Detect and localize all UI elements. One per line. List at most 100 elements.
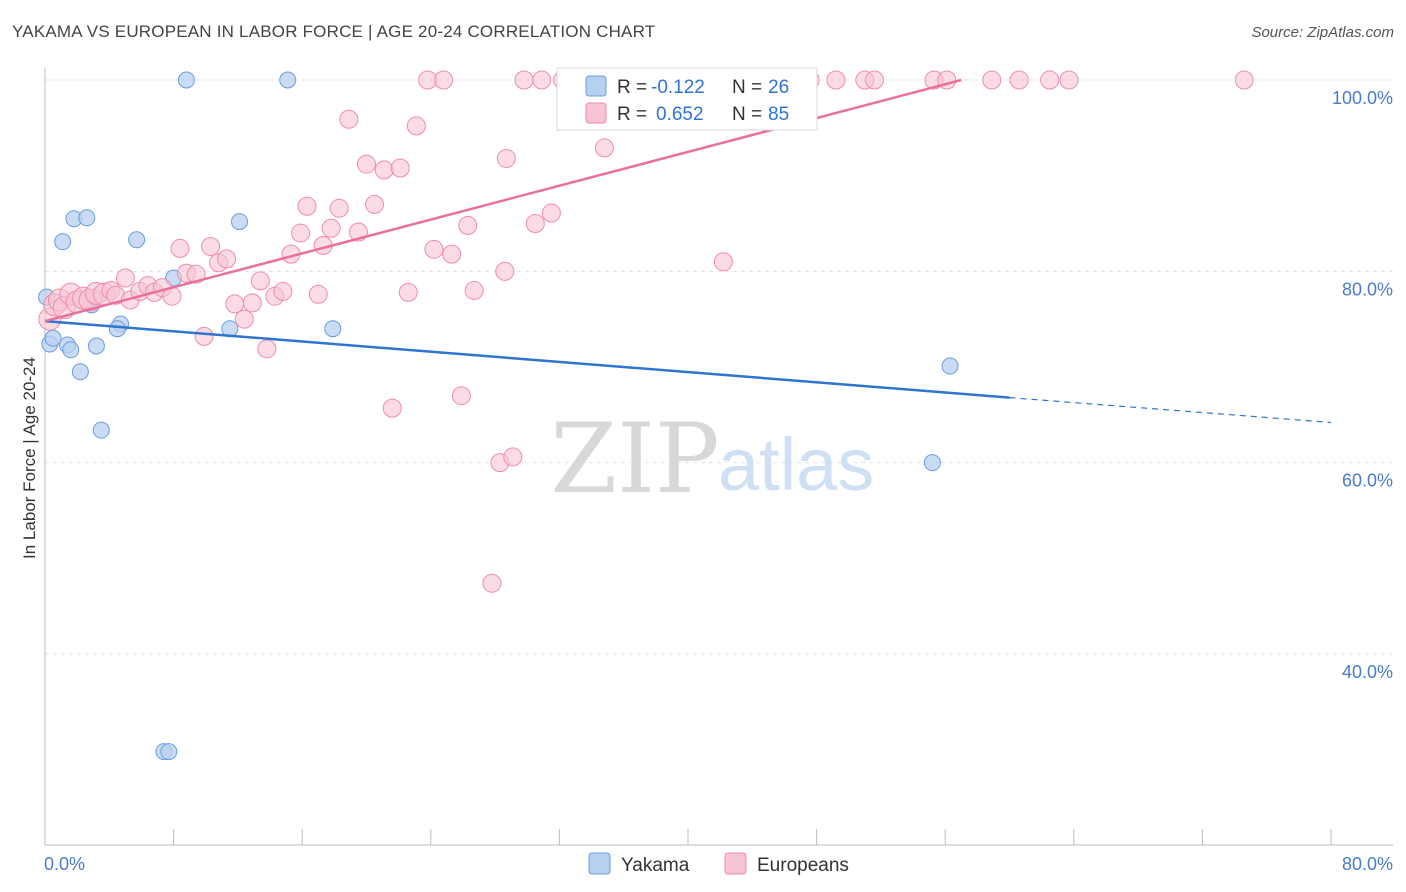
europeans-point-39	[329, 198, 349, 218]
yakama-trend-line	[44, 319, 1010, 399]
europeans-point-83	[1059, 70, 1079, 90]
europeans-point-23	[201, 236, 221, 256]
stats-legend: R = -0.122 N = 26 R = 0.652 N = 85	[556, 67, 818, 131]
europeans-point-40	[339, 109, 359, 129]
europeans-point-62	[525, 214, 545, 233]
europeans-point-47	[398, 282, 418, 302]
legend-n-value-1: 26	[768, 77, 789, 98]
europeans-point-51	[434, 70, 454, 90]
europeans-point-49	[418, 70, 438, 90]
legend-swatch-yakama	[585, 75, 607, 97]
europeans-point-28	[242, 293, 262, 313]
europeans-point-29	[250, 271, 270, 291]
europeans-point-55	[464, 280, 484, 300]
europeans-trend-line	[44, 78, 962, 323]
europeans-point-38	[321, 218, 341, 238]
x-tick-label-0: 0.0%	[44, 854, 85, 874]
yakama-point-19	[177, 71, 195, 89]
europeans-point-21	[186, 264, 206, 284]
y-tick-labels: 100.0% 80.0% 60.0% 40.0%	[1332, 88, 1393, 682]
x-tick-labels: 0.0% 80.0%	[44, 854, 1393, 874]
europeans-point-32	[273, 281, 293, 301]
legend-swatch-europeans	[585, 102, 607, 124]
yakama-point-15	[128, 231, 146, 249]
y-tick-label-1: 80.0%	[1342, 279, 1393, 299]
europeans-point-82	[1040, 70, 1060, 90]
yakama-point-25	[941, 357, 959, 375]
yakama-point-12	[92, 421, 110, 439]
legend-n-value-2: 85	[768, 104, 789, 125]
legend-n-label-1: N =	[732, 77, 762, 98]
europeans-point-60	[503, 447, 523, 467]
europeans-point-26	[225, 294, 245, 314]
watermark: ZIP atlas	[550, 403, 874, 515]
bottom-legend-swatch-yakama	[588, 852, 611, 875]
europeans-point-53	[451, 386, 471, 406]
europeans-point-64	[541, 203, 561, 223]
europeans-point-27	[234, 309, 254, 329]
europeans-point-59	[496, 148, 516, 168]
europeans-point-36	[308, 284, 328, 304]
europeans-point-12	[115, 268, 135, 288]
yakama-points	[38, 71, 959, 761]
yakama-point-2	[44, 329, 62, 347]
europeans-point-50	[424, 239, 444, 259]
europeans-point-19	[170, 238, 190, 258]
watermark-zip: ZIP	[550, 403, 719, 515]
europeans-point-25	[217, 249, 237, 269]
europeans-point-58	[495, 261, 515, 281]
europeans-point-35	[297, 196, 317, 216]
europeans-point-67	[594, 138, 614, 158]
chart-title: YAKAMA VS EUROPEAN IN LABOR FORCE | AGE …	[12, 22, 656, 41]
yakama-point-22	[279, 71, 297, 89]
europeans-point-56	[482, 573, 502, 593]
europeans-point-54	[458, 215, 478, 235]
legend-n-label-2: N =	[732, 104, 762, 125]
y-tick-label-0: 100.0%	[1332, 88, 1393, 108]
bottom-legend-europeans: Europeans	[757, 855, 849, 876]
bottom-legend: Yakama Europeans	[588, 852, 849, 876]
europeans-points	[38, 70, 1254, 593]
legend-r-value-1: -0.122	[651, 77, 705, 98]
legend-r-label-2: R =	[617, 104, 647, 125]
y-tick-label-2: 60.0%	[1342, 471, 1393, 491]
europeans-point-84	[1234, 70, 1254, 90]
axes	[44, 68, 1393, 846]
europeans-point-22	[194, 326, 214, 346]
europeans-point-72	[713, 252, 733, 272]
europeans-point-46	[390, 158, 410, 178]
europeans-point-77	[864, 70, 884, 90]
yakama-point-3	[54, 233, 72, 251]
europeans-point-43	[365, 194, 385, 214]
yakama-point-14	[108, 320, 126, 338]
source-label: Source: ZipAtlas.com	[1251, 24, 1394, 41]
europeans-point-52	[442, 244, 462, 264]
y-tick-label-3: 40.0%	[1342, 662, 1393, 682]
europeans-point-61	[514, 70, 534, 90]
yakama-point-8	[78, 209, 96, 227]
europeans-point-80	[982, 70, 1002, 90]
europeans-point-34	[291, 223, 311, 243]
legend-r-label-1: R =	[617, 77, 647, 98]
yakama-point-17	[160, 743, 178, 761]
europeans-point-75	[826, 70, 846, 90]
europeans-point-45	[382, 398, 402, 418]
yakama-trend-extension	[1009, 397, 1332, 424]
europeans-point-63	[532, 70, 552, 90]
yakama-point-7	[71, 363, 89, 381]
yakama-point-5	[62, 341, 80, 359]
legend-r-value-2: 0.652	[656, 104, 704, 125]
watermark-atlas: atlas	[718, 423, 874, 506]
grid-lines	[45, 79, 1393, 655]
yakama-point-23	[324, 320, 342, 338]
bottom-legend-swatch-europeans	[724, 852, 747, 875]
europeans-point-48	[406, 116, 426, 136]
europeans-point-44	[374, 160, 394, 180]
yakama-point-11	[87, 337, 105, 355]
europeans-point-42	[357, 154, 376, 174]
trend-lines	[44, 78, 1332, 424]
bottom-legend-yakama: Yakama	[621, 855, 690, 876]
europeans-point-30	[257, 339, 277, 359]
yakama-point-21	[231, 213, 249, 231]
